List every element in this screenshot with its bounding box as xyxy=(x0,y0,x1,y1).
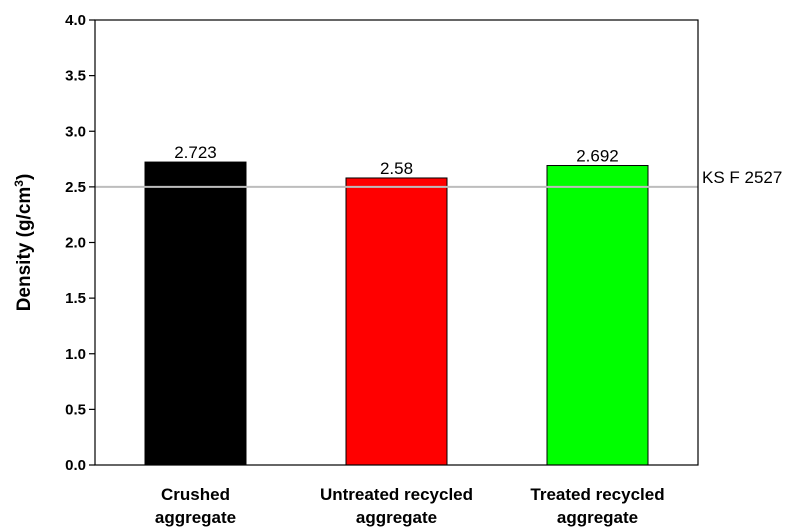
bar xyxy=(144,161,247,466)
y-tick-label: 0.5 xyxy=(65,401,86,418)
y-tick-label: 3.5 xyxy=(65,68,86,85)
y-tick-label: 0.0 xyxy=(65,457,86,474)
data-label: 2.58 xyxy=(380,159,413,178)
bars-layer xyxy=(144,161,649,466)
category-label: aggregate xyxy=(356,508,437,527)
y-axis-title-superscript: 3 xyxy=(12,180,26,187)
data-label: 2.723 xyxy=(174,143,217,162)
x-axis-categories: Crushed aggregate Untreated recycled aggreg… xyxy=(155,485,665,527)
bar xyxy=(546,165,649,466)
y-tick-label: 3.0 xyxy=(65,123,86,140)
y-tick-label: 1.0 xyxy=(65,346,86,363)
y-tick-label: 1.5 xyxy=(65,290,86,307)
category-label: Crushed xyxy=(161,485,230,504)
y-axis-ticks: 0.0 0.5 1.0 1.5 2.0 2.5 3.0 3.5 4.0 xyxy=(65,12,95,474)
category-label: aggregate xyxy=(155,508,236,527)
bar xyxy=(345,177,448,466)
y-axis-title-end: ) xyxy=(14,174,35,180)
y-axis-title-main: Density (g/cm xyxy=(14,187,35,312)
category-label: aggregate xyxy=(557,508,638,527)
data-label: 2.692 xyxy=(576,147,619,166)
data-labels: 2.723 2.58 2.692 xyxy=(174,143,619,178)
y-axis-title: Density (g/cm3) xyxy=(12,174,35,312)
category-label: Treated recycled xyxy=(530,485,664,504)
category-label: Untreated recycled xyxy=(320,485,473,504)
y-tick-label: 2.5 xyxy=(65,179,86,196)
y-tick-label: 2.0 xyxy=(65,235,86,252)
reference-line-label: KS F 2527 xyxy=(702,168,782,187)
y-tick-label: 4.0 xyxy=(65,12,86,29)
